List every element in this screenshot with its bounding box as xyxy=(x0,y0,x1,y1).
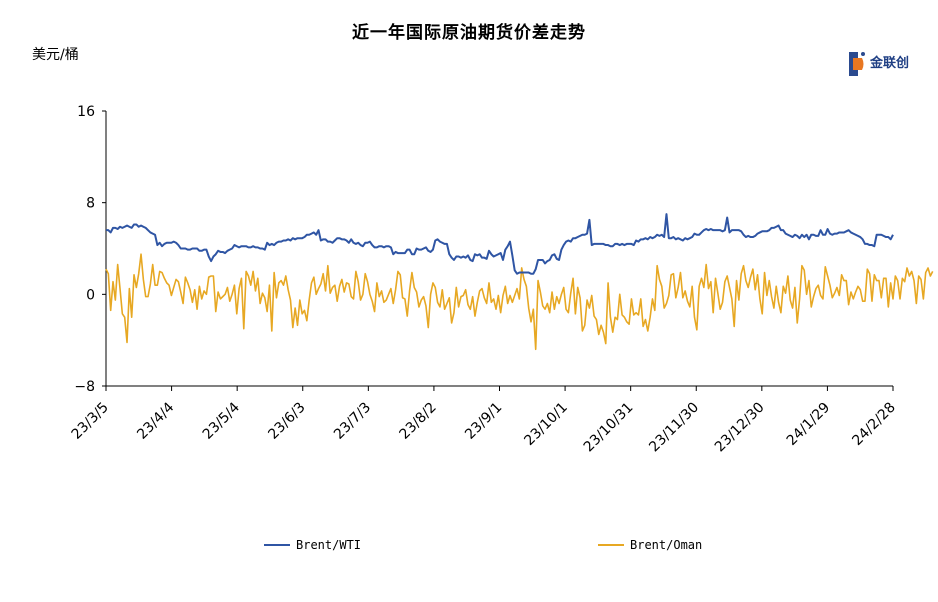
x-tick-label: 23/10/31 xyxy=(581,400,637,456)
x-tick-label: 23/10/1 xyxy=(521,400,570,449)
legend-label-brent-wti: Brent/WTI xyxy=(296,538,362,552)
x-tick-label: 23/3/5 xyxy=(69,400,112,443)
x-tick-label: 23/12/30 xyxy=(712,400,768,456)
labels-layer: 16 8 0 −8 23/3/5 23/4/4 23/5/4 23/6/3 23/7/3 23/8… xyxy=(69,104,899,455)
logo: 金联创 xyxy=(844,50,914,84)
x-tick-label: 23/11/30 xyxy=(646,400,702,456)
y-tick-label: 8 xyxy=(86,196,95,212)
x-tick-label: 23/6/3 xyxy=(265,400,308,443)
x-tick-label: 23/7/3 xyxy=(331,400,374,443)
series-layer xyxy=(105,213,934,351)
logo-text: 金联创 xyxy=(870,56,910,71)
x-tick-label: 24/2/28 xyxy=(849,400,898,449)
y-tick-label: 0 xyxy=(86,287,95,303)
x-tick-label: 23/9/1 xyxy=(462,400,505,443)
chart-title: 近一年国际原油期货价差走势 xyxy=(352,23,586,43)
axes xyxy=(102,110,894,391)
logo-icon xyxy=(849,52,865,76)
series-line-brent-oman xyxy=(105,253,934,351)
y-tick-label: −8 xyxy=(74,379,95,395)
legend-label-brent-oman: Brent/Oman xyxy=(630,538,703,552)
legend-item-brent-oman: Brent/Oman xyxy=(598,538,702,552)
y-axis-unit-label: 美元/桶 xyxy=(32,47,79,63)
x-tick-label: 24/1/29 xyxy=(784,400,833,449)
legend-swatch-brent-wti xyxy=(264,544,290,546)
x-tick-label: 23/4/4 xyxy=(134,399,177,442)
x-tick-label: 23/5/4 xyxy=(200,399,243,442)
y-tick-label: 16 xyxy=(77,104,95,120)
legend-swatch-brent-oman xyxy=(598,544,624,546)
x-tick-label: 23/8/2 xyxy=(397,400,440,443)
legend-item-brent-wti: Brent/WTI xyxy=(264,538,361,552)
series-line-brent-wti xyxy=(106,213,894,275)
